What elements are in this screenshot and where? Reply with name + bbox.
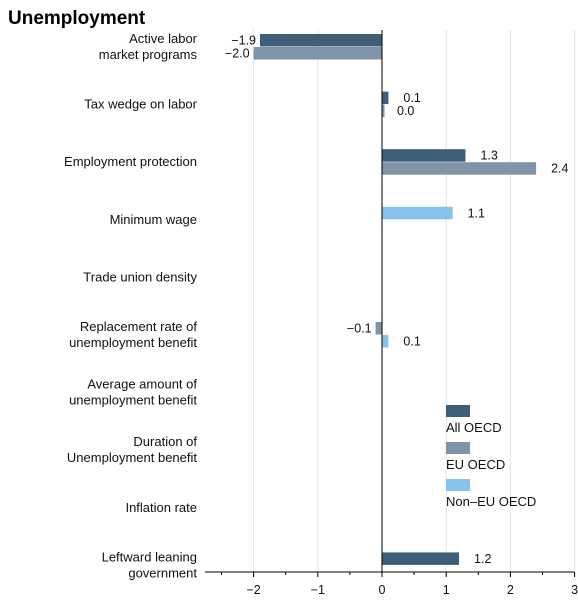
x-tick-label: 0	[379, 583, 386, 597]
category-label: unemployment benefit	[69, 335, 197, 350]
category-label: Trade union density	[83, 269, 197, 284]
category-label: Replacement rate of	[80, 319, 197, 334]
category-label: Unemployment benefit	[67, 450, 197, 465]
data-label: 1.1	[468, 206, 485, 220]
data-label: 0.1	[403, 335, 420, 349]
category-label: Active labor	[129, 31, 198, 46]
legend: All OECD EU OECD Non–EU OECD	[446, 405, 536, 509]
legend-swatch	[446, 442, 470, 454]
data-label: −0.1	[347, 322, 372, 336]
data-label: −1.9	[231, 34, 256, 48]
category-label: Leftward leaning	[102, 549, 197, 564]
x-tick-label: 3	[571, 583, 578, 597]
bar	[382, 104, 385, 118]
bar	[382, 149, 466, 162]
category-label: Minimum wage	[110, 212, 197, 227]
bar	[382, 162, 537, 175]
category-label: unemployment benefit	[69, 393, 197, 408]
bars	[253, 34, 537, 565]
value-labels: −1.9−2.00.10.01.32.41.1−0.10.11.2	[225, 34, 569, 566]
bar	[382, 206, 453, 220]
category-label: Employment protection	[64, 154, 197, 169]
category-label: Inflation rate	[125, 500, 197, 515]
bar	[253, 47, 382, 60]
legend-label: EU OECD	[446, 457, 505, 472]
chart-title: Unemployment	[8, 8, 146, 29]
legend-label: Non–EU OECD	[446, 494, 536, 509]
x-tick-label: 1	[443, 583, 450, 597]
bar	[375, 322, 382, 335]
data-label: 1.2	[474, 552, 491, 566]
category-label: market programs	[99, 47, 198, 62]
data-label: 1.3	[480, 149, 497, 163]
bar	[260, 34, 382, 47]
x-tick-label: −2	[246, 583, 260, 597]
bar	[382, 91, 389, 105]
x-tick-label: 2	[507, 583, 514, 597]
data-label: 2.4	[551, 162, 568, 176]
category-label: government	[128, 565, 197, 580]
data-label: 0.1	[403, 91, 420, 105]
data-label: −2.0	[225, 47, 250, 61]
gridlines	[253, 30, 576, 572]
x-tick-label: −1	[311, 583, 325, 597]
bar	[382, 335, 389, 348]
bar	[382, 552, 460, 565]
category-label: Average amount of	[87, 377, 197, 392]
data-label: 0.0	[397, 104, 414, 118]
legend-swatch	[446, 479, 470, 491]
legend-label: All OECD	[446, 420, 502, 435]
category-label: Duration of	[133, 434, 197, 449]
legend-swatch	[446, 405, 470, 417]
x-axis: −2 −1 0 1 2 3	[205, 571, 578, 597]
category-label: Tax wedge on labor	[84, 97, 197, 112]
